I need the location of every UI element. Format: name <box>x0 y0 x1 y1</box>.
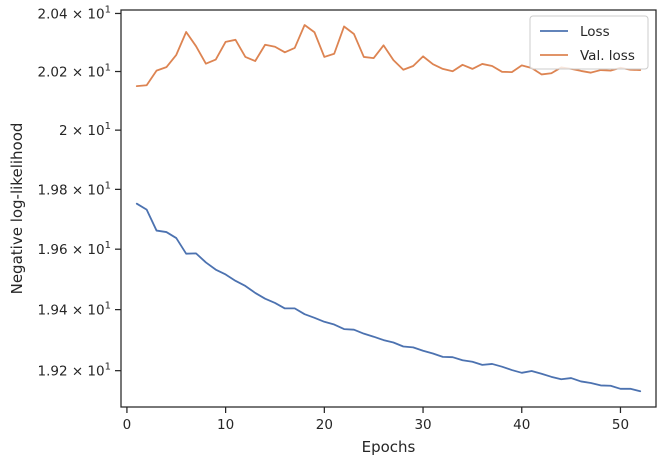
y-tick-label: 1.94 × 101 <box>37 301 111 319</box>
y-tick-label: 1.96 × 101 <box>37 240 111 258</box>
series-line-loss <box>135 202 642 393</box>
legend-label-val-loss: Val. loss <box>580 48 635 64</box>
plot-frame <box>120 9 657 408</box>
y-axis-label: Negative log-likelihood <box>8 123 26 295</box>
y-tick-label: 2.02 × 101 <box>37 63 111 81</box>
x-tick-label: 10 <box>217 417 234 433</box>
y-tick-label: 1.92 × 101 <box>37 362 111 380</box>
y-tick-label: 2.04 × 101 <box>37 4 111 22</box>
legend-label-loss: Loss <box>580 24 610 40</box>
x-axis-ticks: 0 10 20 30 40 50 <box>123 407 629 433</box>
series-lines <box>135 24 642 393</box>
legend: Loss Val. loss <box>529 15 649 70</box>
x-tick-label: 20 <box>316 417 333 433</box>
x-tick-label: 0 <box>123 417 132 433</box>
series-line-val-loss <box>135 24 642 88</box>
y-tick-label: 1.98 × 101 <box>37 180 111 198</box>
x-axis-label: Epochs <box>362 438 416 456</box>
x-tick-label: 30 <box>414 417 431 433</box>
y-axis-ticks: 1.92 × 101 1.94 × 101 1.96 × 101 1.98 × 101… <box>37 4 121 380</box>
x-tick-label: 50 <box>612 417 629 433</box>
x-tick-label: 40 <box>513 417 530 433</box>
y-tick-label: 2 × 101 <box>59 121 111 139</box>
